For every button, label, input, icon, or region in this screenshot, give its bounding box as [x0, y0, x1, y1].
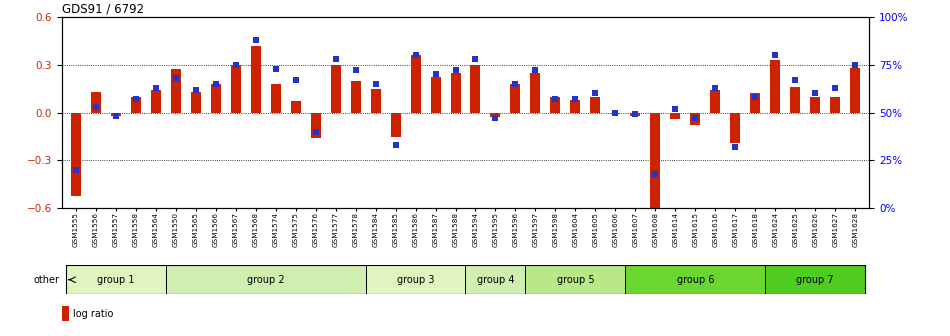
Bar [111, 113, 121, 116]
Text: group 1: group 1 [97, 275, 135, 285]
Point [288, 77, 303, 83]
Bar [165, 265, 366, 294]
Bar [271, 84, 280, 113]
Point [208, 81, 223, 87]
Point [728, 144, 743, 150]
Bar [430, 77, 441, 113]
Point [128, 96, 143, 102]
Bar [510, 84, 521, 113]
Bar [570, 100, 580, 113]
Point [388, 142, 403, 148]
Bar [91, 92, 101, 113]
Bar [66, 265, 165, 294]
Bar [390, 113, 401, 136]
Point [548, 96, 563, 102]
Text: group 2: group 2 [247, 275, 284, 285]
Point [648, 171, 663, 176]
Point [508, 81, 523, 87]
Bar [131, 97, 141, 113]
Text: group 3: group 3 [397, 275, 434, 285]
Point [688, 116, 703, 121]
Bar [590, 97, 600, 113]
Bar [70, 113, 81, 196]
Text: group 6: group 6 [676, 275, 714, 285]
Bar [351, 81, 361, 113]
Point [808, 91, 823, 96]
Bar [450, 73, 461, 113]
Point [588, 91, 603, 96]
Point [568, 96, 583, 102]
Bar [525, 265, 625, 294]
Point [88, 104, 104, 110]
Bar [770, 60, 780, 113]
Point [708, 85, 723, 90]
Bar [631, 113, 640, 116]
Bar [611, 113, 620, 114]
Text: log ratio: log ratio [73, 309, 113, 319]
Point [248, 37, 263, 42]
Text: group 4: group 4 [477, 275, 514, 285]
Bar [850, 68, 861, 113]
Point [528, 68, 543, 73]
Point [308, 129, 323, 134]
Text: other: other [34, 275, 60, 285]
Point [788, 77, 803, 83]
Point [847, 62, 863, 68]
Point [628, 112, 643, 117]
Point [468, 56, 484, 61]
Text: GDS91 / 6792: GDS91 / 6792 [62, 3, 143, 16]
Point [447, 68, 463, 73]
Point [348, 68, 363, 73]
Bar [291, 101, 300, 113]
Point [148, 85, 163, 90]
Point [827, 85, 843, 90]
Bar [625, 265, 766, 294]
Bar [731, 113, 740, 143]
Text: group 7: group 7 [796, 275, 834, 285]
Point [188, 87, 203, 92]
Bar [62, 306, 68, 321]
Bar [366, 265, 466, 294]
Bar [311, 113, 320, 138]
Point [768, 52, 783, 58]
Point [108, 114, 124, 119]
Bar [810, 97, 820, 113]
Bar [530, 73, 541, 113]
Point [408, 52, 423, 58]
Bar [331, 65, 341, 113]
Bar [691, 113, 700, 125]
Bar [651, 113, 660, 213]
Point [608, 110, 623, 115]
Point [328, 56, 343, 61]
Bar [830, 97, 840, 113]
Bar [231, 65, 240, 113]
Bar [750, 93, 760, 113]
Bar [671, 113, 680, 119]
Bar [790, 87, 800, 113]
Bar [171, 70, 180, 113]
Point [368, 81, 383, 87]
Point [428, 72, 443, 77]
Point [668, 106, 683, 112]
Bar [550, 97, 560, 113]
Bar [191, 92, 200, 113]
Point [228, 62, 243, 68]
Point [68, 167, 84, 173]
Bar [211, 84, 220, 113]
Bar [490, 113, 501, 117]
Bar [711, 90, 720, 113]
Bar [466, 265, 525, 294]
Bar [410, 55, 421, 113]
Text: group 5: group 5 [557, 275, 595, 285]
Bar [370, 89, 381, 113]
Bar [766, 265, 865, 294]
Point [488, 116, 504, 121]
Point [168, 75, 183, 81]
Bar [251, 46, 260, 113]
Bar [470, 65, 481, 113]
Bar [151, 90, 161, 113]
Point [268, 66, 283, 71]
Point [748, 94, 763, 100]
